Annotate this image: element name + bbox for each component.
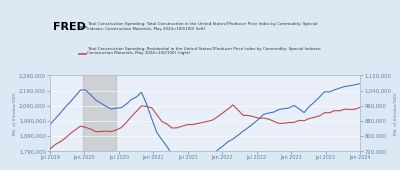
Bar	[83, 75, 116, 151]
Y-axis label: Mil. of \$(Index/100): Mil. of \$(Index/100)	[393, 92, 397, 135]
Text: Total Construction Spending: Residential in the United States/(Producer Price In: Total Construction Spending: Residential…	[87, 47, 322, 55]
Y-axis label: Mil. of \$(Index/100): Mil. of \$(Index/100)	[13, 92, 17, 135]
Text: Total Construction Spending: Total Construction in the United States/(Producer P: Total Construction Spending: Total Const…	[87, 22, 318, 31]
Text: FRED: FRED	[53, 22, 86, 32]
